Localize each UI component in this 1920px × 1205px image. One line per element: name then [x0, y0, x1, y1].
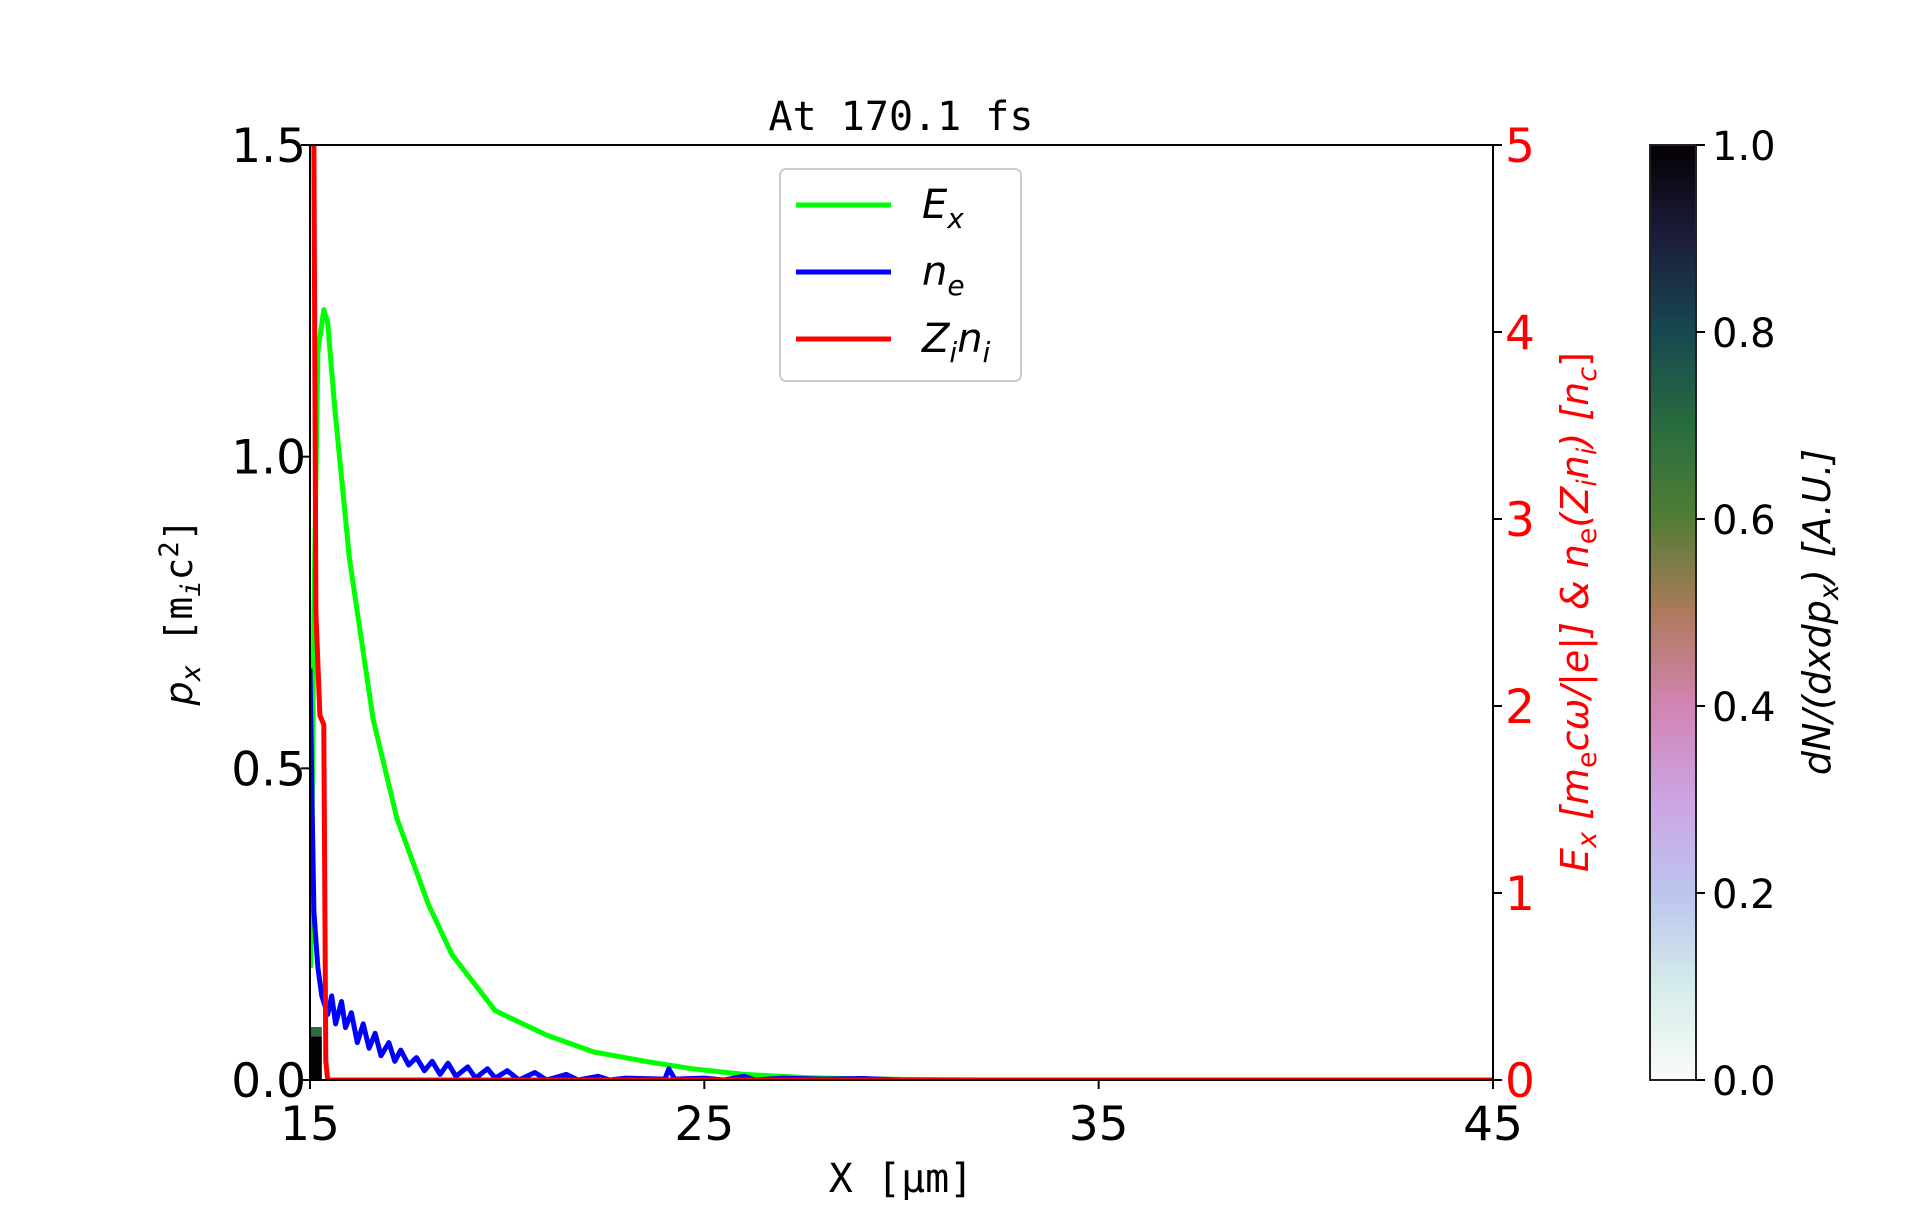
- rlabel-p3: cω/|e|] & n: [1553, 544, 1598, 751]
- y-axis-left: 0.0 0.5 1.0 1.5: [231, 119, 310, 1109]
- y-axis-right: 0 1 2 3 4 5: [1493, 119, 1535, 1109]
- y-right-tick-label: 1: [1505, 867, 1535, 922]
- rlabel-p4: (Z: [1553, 486, 1597, 528]
- series-line-0: [310, 307, 1493, 1080]
- rlabel-p6: ) [n: [1553, 382, 1597, 451]
- colorbar-tick-label: 0.6: [1712, 498, 1776, 544]
- ylabel-unit-sup: 2: [154, 541, 185, 557]
- rlabel-p5-sub: i: [1572, 447, 1603, 455]
- y-left-tick-label: 0.0: [231, 1054, 306, 1109]
- rlabel-p1: E: [1553, 848, 1597, 872]
- legend: Ex ne Zini: [779, 168, 1022, 382]
- y-right-tick-label: 5: [1505, 119, 1535, 174]
- chart-title: At 170.1 fs: [769, 94, 1034, 140]
- x-axis-label: X [μm]: [829, 1156, 974, 1200]
- rlabel-p2-sub: e: [1572, 751, 1603, 768]
- series-layer: [310, 145, 1493, 1080]
- y-axis-right-label: Ex [mecω/|e|] & ne(Zini) [nc]: [1553, 352, 1603, 872]
- y-right-tick-label: 2: [1505, 680, 1535, 735]
- y-right-tick-label: 4: [1505, 306, 1535, 361]
- x-tick-label: 45: [1463, 1097, 1523, 1152]
- colorbar-tick-label: 0.2: [1712, 872, 1776, 918]
- colorbar-label: dN/(dxdpx) [A.U.]: [1795, 449, 1845, 775]
- colorbar-tick-label: 0.0: [1712, 1059, 1776, 1105]
- series-line-1: [310, 668, 1493, 1080]
- rlabel-p2: [m: [1553, 768, 1597, 832]
- ylabel-unit-rest: c: [157, 558, 201, 581]
- ylabel-unit-sub: i: [176, 581, 207, 597]
- rlabel-p4-sub: i: [1572, 479, 1603, 487]
- ylabel-main: p: [157, 681, 201, 706]
- legend-label-zini: Zini: [921, 316, 991, 369]
- x-axis: 15 25 35 45: [280, 1080, 1523, 1152]
- rlabel-p6-sub: c: [1572, 367, 1603, 382]
- y-right-tick-label: 3: [1505, 493, 1535, 548]
- x-tick-label: 15: [280, 1097, 340, 1152]
- rlabel-p5: n: [1553, 455, 1597, 479]
- plot-frame: [309, 144, 1494, 1081]
- legend-box: [779, 168, 1022, 382]
- y-right-tick-label: 0: [1505, 1054, 1535, 1109]
- ylabel-unit-close: ]: [157, 518, 201, 541]
- colorbar: 0.0 0.2 0.4 0.6 0.8 1.0 dN/(dxdpx) [A.U.]: [1649, 124, 1845, 1105]
- histogram-layer: [310, 1027, 322, 1080]
- histogram-cell: [310, 1036, 322, 1080]
- colorbar-tick-label: 1.0: [1712, 124, 1776, 170]
- histogram-cell: [310, 1027, 322, 1037]
- colorbar-gradient: [1649, 144, 1697, 1081]
- rlabel-p7: ]: [1553, 352, 1597, 367]
- y-axis-left-label: px [mic2]: [154, 518, 207, 706]
- rlabel-p3-sub: e: [1572, 528, 1603, 545]
- ylabel-sub: x: [176, 664, 207, 682]
- ylabel-unit: [m: [157, 597, 201, 666]
- y-left-tick-label: 1.5: [231, 119, 306, 174]
- y-left-tick-label: 0.5: [231, 742, 306, 797]
- colorbar-tick-label: 0.8: [1712, 311, 1776, 357]
- colorbar-tick-label: 0.4: [1712, 685, 1776, 731]
- legend-label-ne: ne: [922, 249, 965, 302]
- legend-label-ex: Ex: [922, 182, 964, 235]
- colorbar-ticks: 0.0 0.2 0.4 0.6 0.8 1.0: [1696, 124, 1776, 1105]
- x-tick-label: 25: [674, 1097, 734, 1152]
- series-line-2: [311, 145, 1493, 1080]
- y-left-tick-label: 1.0: [231, 431, 306, 486]
- x-tick-label: 35: [1069, 1097, 1129, 1152]
- rlabel-p1-sub: x: [1572, 831, 1603, 849]
